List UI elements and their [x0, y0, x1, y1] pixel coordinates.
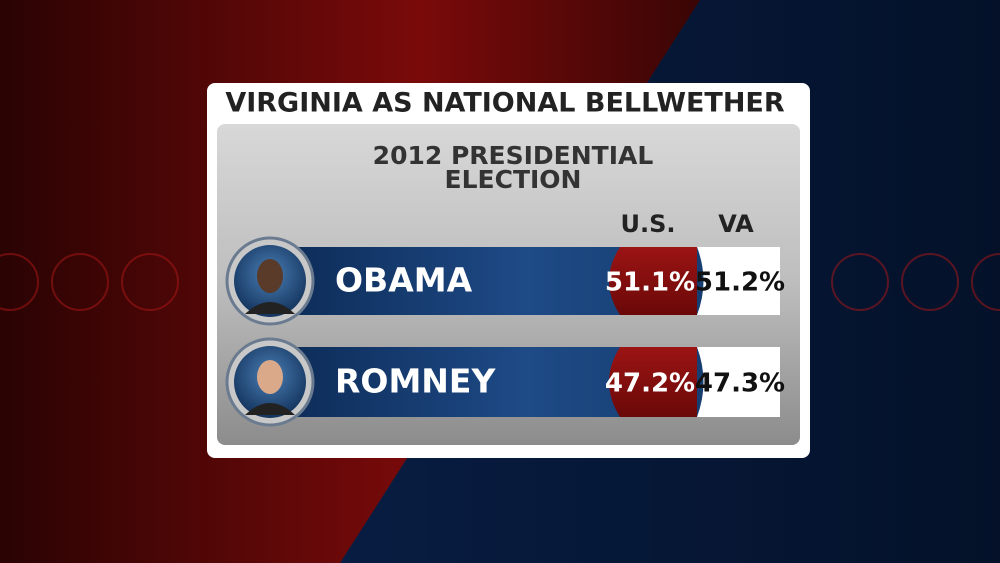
photo-face [257, 360, 283, 394]
photo-suit [245, 403, 295, 415]
row: ROMNEY 47.2% 47.3% [225, 337, 785, 427]
va-value: 47.3% [695, 369, 785, 399]
column-header: U.S. [620, 210, 675, 238]
title: VIRGINIA AS NATIONAL BELLWETHER [225, 88, 785, 119]
us-value: 47.2% [605, 369, 695, 399]
va-value: 51.2% [695, 268, 785, 298]
candidate-name: ROMNEY [335, 362, 496, 401]
us-cell [609, 347, 697, 417]
subtitle: 2012 PRESIDENTIAL [373, 141, 654, 170]
candidate-name: OBAMA [335, 261, 473, 300]
photo-face [257, 259, 283, 293]
us-value: 51.1% [605, 268, 695, 298]
column-header: VA [718, 210, 754, 238]
va-cell [697, 247, 780, 315]
background-rings [0, 253, 1000, 311]
subtitle: ELECTION [445, 165, 582, 194]
us-cell [609, 247, 697, 315]
photo-suit [245, 302, 295, 314]
va-cell [697, 347, 780, 417]
row: OBAMA 51.1% 51.2% [225, 236, 785, 326]
